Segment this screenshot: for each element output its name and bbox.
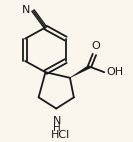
Text: O: O [91,41,100,51]
Text: OH: OH [106,67,123,77]
Text: N: N [53,116,61,126]
Text: H: H [53,123,61,132]
Polygon shape [70,65,91,78]
Text: HCl: HCl [51,130,70,140]
Text: N: N [22,5,30,15]
